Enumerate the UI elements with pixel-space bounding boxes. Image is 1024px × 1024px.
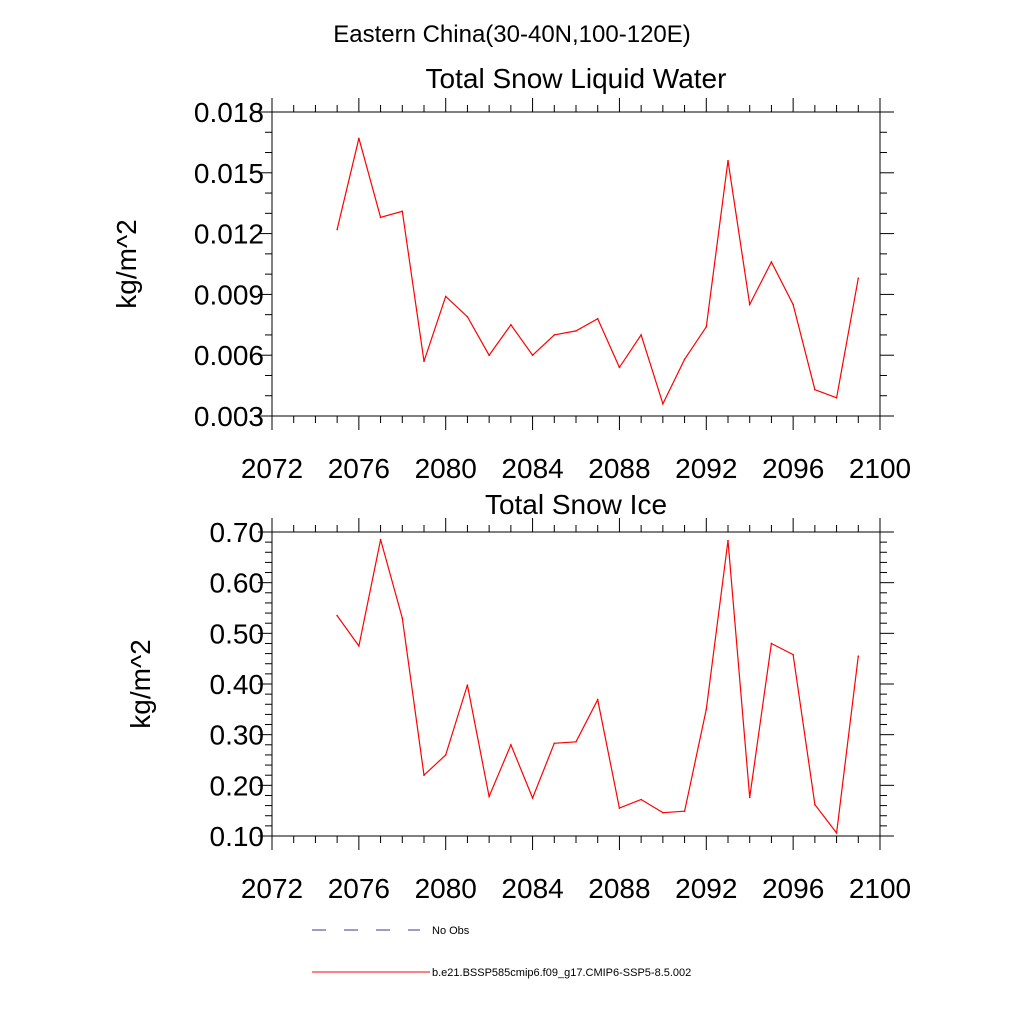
y-tick-label: 0.30 (210, 720, 265, 751)
data-point (727, 159, 729, 162)
chart-title: Total Snow Ice (485, 489, 667, 520)
data-point (770, 261, 773, 263)
data-point (401, 617, 404, 619)
plot-frame (271, 531, 881, 837)
data-point (575, 330, 577, 332)
data-point (444, 295, 447, 298)
panel-snow-liquid-water: Total Snow Liquid Water 0.003 0.006 0.009 0.… (111, 63, 911, 484)
data-point (662, 403, 664, 405)
data-point (596, 698, 599, 701)
legend: No Obs b.e21.BSSP585cmip6.f09_g17.CMIP6-… (312, 925, 691, 979)
x-tick-label: 2080 (415, 453, 477, 484)
data-point (531, 354, 534, 357)
y-tick-label: 0.40 (210, 669, 265, 700)
y-axis-label: kg/m^2 (125, 639, 156, 728)
data-point (748, 303, 751, 306)
data-point (618, 807, 621, 809)
data-point (705, 708, 708, 711)
y-tick-label: 0.018 (194, 97, 264, 128)
data-point (683, 358, 686, 361)
x-tick-label: 2084 (501, 873, 563, 904)
data-point (857, 655, 860, 657)
y-tick-label: 0.60 (210, 568, 265, 599)
series-line (336, 539, 859, 835)
data-point (575, 740, 577, 743)
x-tick-label: 2080 (415, 873, 477, 904)
y-tick-label: 0.012 (194, 219, 264, 250)
data-point (401, 210, 404, 213)
data-point (358, 645, 360, 647)
chart-title: Total Snow Liquid Water (426, 63, 727, 94)
data-point (596, 317, 599, 320)
data-point (553, 742, 556, 745)
y-tick-label: 0.50 (210, 618, 265, 649)
x-tick-label: 2088 (588, 453, 650, 484)
x-tick-label: 2100 (849, 453, 911, 484)
y-axis-label: kg/m^2 (111, 219, 142, 308)
data-point (423, 774, 425, 776)
data-point (466, 684, 469, 686)
data-point (423, 360, 425, 363)
data-point (857, 277, 860, 279)
data-point (488, 354, 490, 357)
data-point (444, 754, 447, 756)
x-tick-label: 2076 (328, 453, 390, 484)
x-tick-label: 2096 (762, 453, 824, 484)
y-tick-label: 0.003 (194, 401, 264, 432)
data-point (814, 388, 816, 391)
y-tick-label: 0.70 (210, 517, 265, 548)
data-point (488, 795, 490, 798)
data-point (814, 803, 816, 806)
x-tick-label: 2100 (849, 873, 911, 904)
data-point (727, 539, 729, 542)
x-tick-label: 2084 (501, 453, 563, 484)
x-tick-label: 2096 (762, 873, 824, 904)
data-point (466, 315, 469, 318)
data-point (792, 653, 794, 656)
data-point (640, 334, 642, 336)
data-point (618, 366, 621, 369)
y-tick-label: 0.20 (210, 770, 265, 801)
data-point (770, 642, 773, 645)
plot-frame (271, 111, 881, 417)
data-point (510, 744, 512, 746)
data-point (835, 396, 838, 399)
y-tick-label: 0.10 (210, 821, 265, 852)
series-line (336, 138, 859, 406)
data-point (379, 538, 382, 541)
x-tick-label: 2076 (328, 873, 390, 904)
x-tick-label: 2072 (241, 873, 303, 904)
y-tick-label: 0.006 (194, 340, 264, 371)
x-tick-label: 2088 (588, 873, 650, 904)
panel-snow-ice: Total Snow Ice 0.10 0.20 0.30 0.40 0.50 0.60 0.… (125, 489, 911, 904)
x-tick-label: 2072 (241, 453, 303, 484)
x-tick-label: 2092 (675, 453, 737, 484)
data-point (792, 303, 794, 306)
data-point (510, 324, 512, 326)
legend-label-no-obs: No Obs (432, 925, 470, 937)
legend-label-model-run: b.e21.BSSP585cmip6.f09_g17.CMIP6-SSP5-8.… (432, 967, 691, 979)
y-tick-label: 0.009 (194, 279, 264, 310)
x-tick-label: 2092 (675, 873, 737, 904)
data-point (553, 334, 556, 336)
data-point (640, 798, 642, 801)
data-point (662, 811, 664, 814)
data-point (336, 228, 338, 231)
data-point (705, 326, 708, 328)
data-point (336, 614, 338, 617)
data-point (358, 137, 360, 140)
data-point (835, 832, 838, 834)
data-point (531, 797, 534, 799)
figure-suptitle: Eastern China(30-40N,100-120E) (333, 21, 691, 48)
data-point (379, 216, 382, 219)
data-point (748, 796, 751, 799)
data-point (683, 810, 686, 812)
y-tick-label: 0.015 (194, 158, 264, 189)
